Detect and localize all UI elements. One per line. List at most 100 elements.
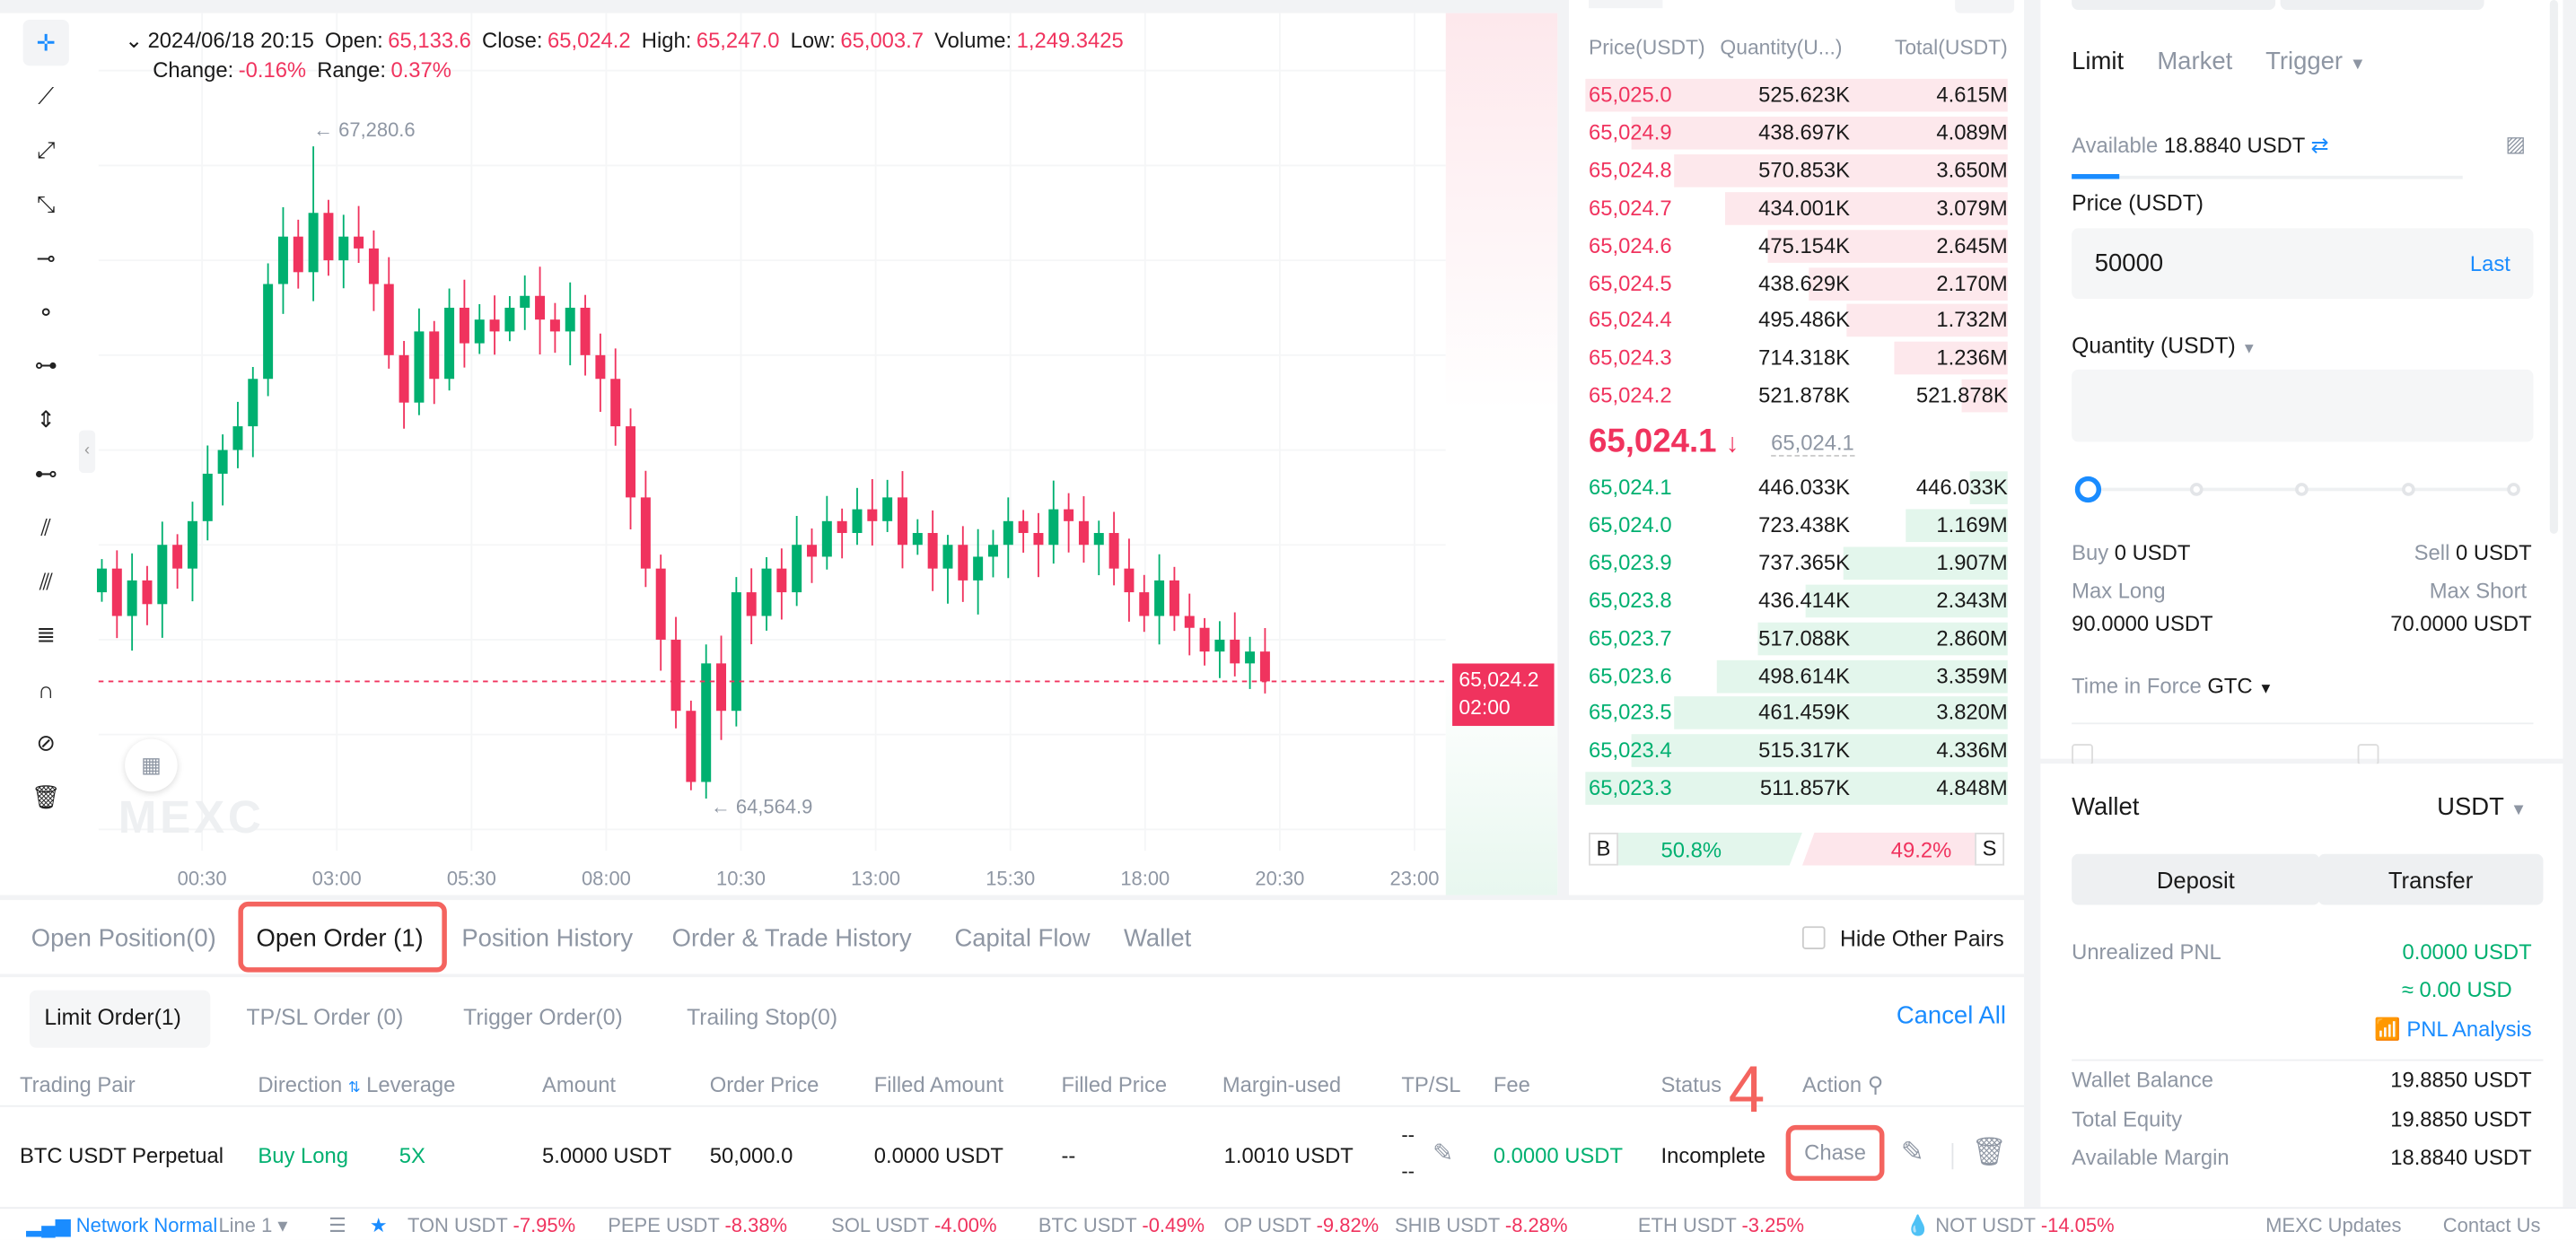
pnl-analysis-link[interactable]: 📶 PNL Analysis [2374, 1017, 2532, 1043]
tab-capital-flow[interactable]: Capital Flow [954, 924, 1091, 953]
ticker-item[interactable]: BTC USDT -0.49% [1038, 1214, 1205, 1237]
quantity-label[interactable]: Quantity (USDT) ▼ [2072, 334, 2256, 358]
collapse-toolbar-handle[interactable]: ‹ [78, 430, 96, 474]
hide-other-pairs-label[interactable]: Hide Other Pairs [1840, 926, 2004, 951]
tab-wallet[interactable]: Wallet [1123, 924, 1192, 953]
bid-row[interactable]: 65,023.7 517.088K 2.860M [1585, 620, 2008, 655]
goto-date-icon[interactable]: ▦ [125, 738, 178, 792]
collapse-chevron-icon[interactable]: ⌄ [125, 28, 144, 53]
ticker-item[interactable]: TON USDT -7.95% [407, 1214, 575, 1237]
book-view-toggle[interactable] [1588, 0, 1663, 9]
ray-icon[interactable]: ⤢ [36, 136, 56, 163]
pin-icon[interactable]: ⚲ [1867, 1072, 1884, 1097]
bid-row[interactable]: 65,023.9 737.365K 1.907M [1585, 545, 2008, 580]
ticker-item[interactable]: OP USDT -9.82% [1224, 1214, 1380, 1237]
tab-open-order[interactable]: Open Order (1) [256, 924, 424, 953]
horizontal-ray-icon[interactable]: ⚬ [36, 298, 56, 325]
ask-row[interactable]: 65,024.8 570.853K 3.650M [1585, 153, 2008, 188]
subtab-trigger-order[interactable]: Trigger Order(0) [463, 1005, 623, 1030]
ticker-settings-icon[interactable]: ☰ [329, 1213, 346, 1237]
crosshair-icon[interactable]: ✛ [22, 19, 69, 66]
slider-handle[interactable] [2074, 476, 2102, 503]
pitchfork-icon[interactable]: ⫽ [40, 513, 51, 540]
text-lines-icon[interactable]: ≣ [36, 621, 56, 648]
subtab-limit-order[interactable]: Limit Order(1) [44, 1005, 181, 1030]
fib-icon[interactable]: ⊷ [34, 459, 58, 486]
edit-tpsl-icon[interactable]: ✎ [1433, 1140, 1454, 1168]
ticker-item[interactable]: PEPE USDT -8.38% [608, 1214, 787, 1237]
currency-value: USDT [2437, 793, 2504, 822]
tab-position-history[interactable]: Position History [461, 924, 634, 953]
parallel-channel-icon[interactable]: ⊶ [34, 352, 58, 379]
tab-order-trade-history[interactable]: Order & Trade History [671, 924, 912, 953]
form-scrollbar[interactable] [2549, 0, 2558, 534]
bid-row[interactable]: 65,023.8 436.414K 2.343M [1585, 582, 2008, 617]
bid-row[interactable]: 65,024.1 446.033K 446.033K [1585, 469, 2008, 504]
bid-row[interactable]: 65,023.4 515.317K 4.336M [1585, 733, 2008, 768]
depth-bar [1766, 229, 2008, 263]
ticker-item[interactable]: ETH USDT -3.25% [1638, 1214, 1804, 1237]
close-tab-button[interactable] [2280, 0, 2484, 10]
col-direction[interactable]: Direction ⇅ [258, 1072, 360, 1096]
tab-limit[interactable]: Limit [2072, 48, 2125, 76]
currency-select[interactable]: USDT ▼ [2437, 793, 2527, 821]
trash-icon[interactable]: 🗑 [31, 782, 61, 809]
precision-select[interactable] [1955, 0, 2015, 13]
ticker-item[interactable]: NOT USDT -14.05% [1935, 1214, 2114, 1237]
subtab-tpsl-order[interactable]: TP/SL Order (0) [246, 1005, 404, 1030]
edit-order-icon[interactable]: ✎ [1900, 1136, 1924, 1168]
cancel-order-trash-icon[interactable]: 🗑 [1971, 1136, 2008, 1168]
tab-trigger[interactable]: Trigger ▼ [2265, 48, 2366, 75]
horizontal-line-icon[interactable]: ⊸ [36, 244, 56, 271]
mark-price[interactable]: 65,024.1 [1771, 430, 1854, 457]
transfer-swap-icon[interactable]: ⇄ [2310, 133, 2329, 158]
transfer-button[interactable]: Transfer [2318, 853, 2544, 905]
price-input[interactable]: 50000 Last [2072, 228, 2534, 300]
tif-select[interactable]: GTC ▼ [2207, 673, 2273, 697]
ask-row[interactable]: 65,024.6 475.154K 2.645M [1585, 228, 2008, 263]
hide-icon[interactable]: ⊘ [36, 729, 56, 755]
favorite-star-icon[interactable]: ★ [369, 1213, 388, 1237]
bid-row[interactable]: 65,023.3 511.857K 4.848M [1585, 771, 2008, 806]
mexc-updates-link[interactable]: MEXC Updates [2265, 1213, 2402, 1237]
calculator-icon[interactable]: ▨ [2505, 131, 2526, 156]
hide-other-pairs-checkbox[interactable] [1801, 926, 1826, 949]
network-status[interactable]: ▂▄▆ Network Normal [26, 1214, 217, 1237]
price-axis[interactable] [1445, 13, 1558, 895]
subtab-trailing-stop[interactable]: Trailing Stop(0) [687, 1005, 838, 1030]
caret-down-icon: ▼ [2349, 56, 2366, 74]
cell-pair[interactable]: BTC USDT Perpetual [19, 1142, 223, 1168]
magnet-icon[interactable]: ∩ [38, 676, 55, 703]
trend-line-icon[interactable]: ⟋ [38, 83, 55, 109]
chart-panel[interactable]: 67,60067,20066,80066,40066,00065,60065,2… [0, 13, 1558, 895]
ticker-item[interactable]: SOL USDT -4.00% [831, 1214, 996, 1237]
sort-icon[interactable]: ⇅ [347, 1078, 361, 1096]
line-select[interactable]: Line 1 ▾ [218, 1213, 288, 1237]
price-range-icon[interactable]: ⇕ [36, 406, 56, 432]
bid-row[interactable]: 65,024.0 723.438K 1.169M [1585, 507, 2008, 542]
candlestick-chart[interactable]: 67,60067,20066,80066,40066,00065,60065,2… [0, 13, 1557, 895]
last-price-button[interactable]: Last [2469, 251, 2510, 276]
tab-market[interactable]: Market [2157, 48, 2233, 76]
long-tpsl-checkbox[interactable] [2072, 744, 2093, 765]
ask-row[interactable]: 65,024.2 521.878K 521.878K [1585, 378, 2008, 413]
open-tab-button[interactable] [2072, 0, 2276, 10]
ask-row[interactable]: 65,024.7 434.001K 3.079M [1585, 190, 2008, 225]
tab-open-position[interactable]: Open Position(0) [31, 924, 216, 953]
bid-row[interactable]: 65,023.6 498.614K 3.359M [1585, 658, 2008, 693]
ask-row[interactable]: 65,024.3 714.318K 1.236M [1585, 340, 2008, 375]
ask-row[interactable]: 65,024.9 438.697K 4.089M [1585, 115, 2008, 150]
contact-us-link[interactable]: Contact Us [2442, 1213, 2541, 1237]
quantity-input[interactable] [2072, 369, 2534, 442]
deposit-button[interactable]: Deposit [2072, 853, 2320, 905]
ask-row[interactable]: 65,025.0 525.623K 4.615M [1585, 77, 2008, 112]
chase-button[interactable]: Chase [1785, 1124, 1885, 1182]
ask-row[interactable]: 65,024.4 495.486K 1.732M [1585, 303, 2008, 337]
extended-line-icon[interactable]: ⤡ [36, 190, 56, 217]
gann-icon[interactable]: ⫻ [39, 567, 53, 594]
cancel-all-button[interactable]: Cancel All [1896, 1001, 2006, 1030]
ticker-item[interactable]: SHIB USDT -8.28% [1395, 1214, 1568, 1237]
bid-row[interactable]: 65,023.5 461.459K 3.820M [1585, 695, 2008, 730]
short-tpsl-checkbox[interactable] [2357, 744, 2379, 765]
ask-row[interactable]: 65,024.5 438.629K 2.170M [1585, 266, 2008, 301]
